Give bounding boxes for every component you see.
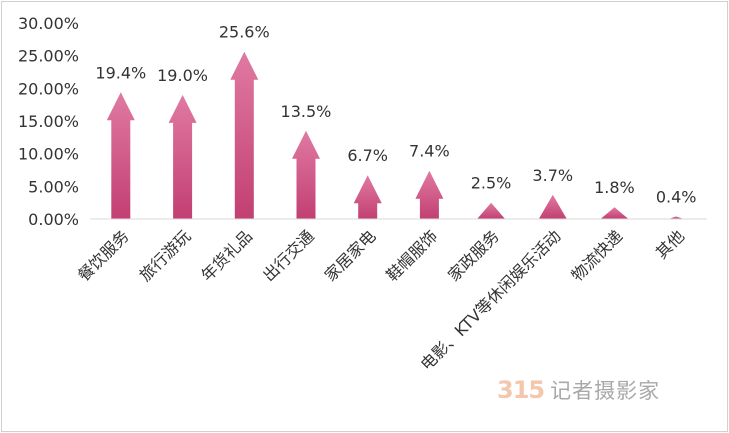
data-label: 3.7% <box>532 166 573 185</box>
y-tick-label: 15.00% <box>18 112 79 131</box>
x-tick-label: 物流快递 <box>568 226 627 285</box>
data-label: 7.4% <box>409 142 450 161</box>
x-axis-labels: 餐饮服务 旅行游玩 年货礼品 出行交通 家居家电 鞋帽服饰 家政服务电影、KTV等休闲娱乐活… <box>74 226 688 374</box>
watermark-number: 315 <box>497 376 545 404</box>
bar-6 <box>415 170 444 219</box>
x-tick-label: 旅行游玩 <box>136 226 195 285</box>
y-tick-label: 30.00% <box>18 14 79 33</box>
watermark: 315 记者摄影家 <box>497 374 660 406</box>
data-label: 1.8% <box>594 178 635 197</box>
x-tick-label: 家居家电 <box>321 226 380 285</box>
watermark-text: 记者摄影家 <box>550 379 661 403</box>
data-label: 19.0% <box>157 66 208 85</box>
y-tick-label: 20.00% <box>18 79 79 98</box>
x-tick-label: 鞋帽服饰 <box>382 226 441 285</box>
y-axis: 0.00% 5.00% 10.00% 15.00% 20.00% 25.00% 30.00% <box>18 14 79 229</box>
x-tick-label: 年货礼品 <box>197 226 256 285</box>
data-labels: 19.4% 19.0% 25.6% 13.5% 6.7% 7.4% 2.5% 3.7% 1.8%… <box>95 23 696 207</box>
data-label: 13.5% <box>281 102 332 121</box>
bar-3 <box>230 51 259 220</box>
bar-8 <box>538 194 567 219</box>
bar-2 <box>168 94 197 219</box>
bar-1 <box>106 92 135 219</box>
bar-10 <box>666 216 686 219</box>
x-tick-label: 餐饮服务 <box>74 226 133 285</box>
x-tick-label: 出行交通 <box>259 226 318 285</box>
y-tick-label: 10.00% <box>18 145 79 164</box>
x-tick-label: 家政服务 <box>444 226 503 285</box>
bar-9 <box>600 207 629 219</box>
data-label: 2.5% <box>471 174 512 193</box>
data-label: 6.7% <box>347 146 388 165</box>
data-label: 19.4% <box>95 63 146 82</box>
y-tick-label: 25.00% <box>18 47 79 66</box>
y-tick-label: 5.00% <box>28 177 79 196</box>
data-label: 25.6% <box>219 23 270 42</box>
bar-5 <box>353 175 382 219</box>
bar-7 <box>477 202 506 219</box>
y-tick-label: 0.00% <box>28 210 79 229</box>
bar-4 <box>292 130 320 219</box>
data-label: 0.4% <box>656 187 697 206</box>
bars <box>106 51 686 220</box>
x-tick-label: 其他 <box>652 226 688 262</box>
